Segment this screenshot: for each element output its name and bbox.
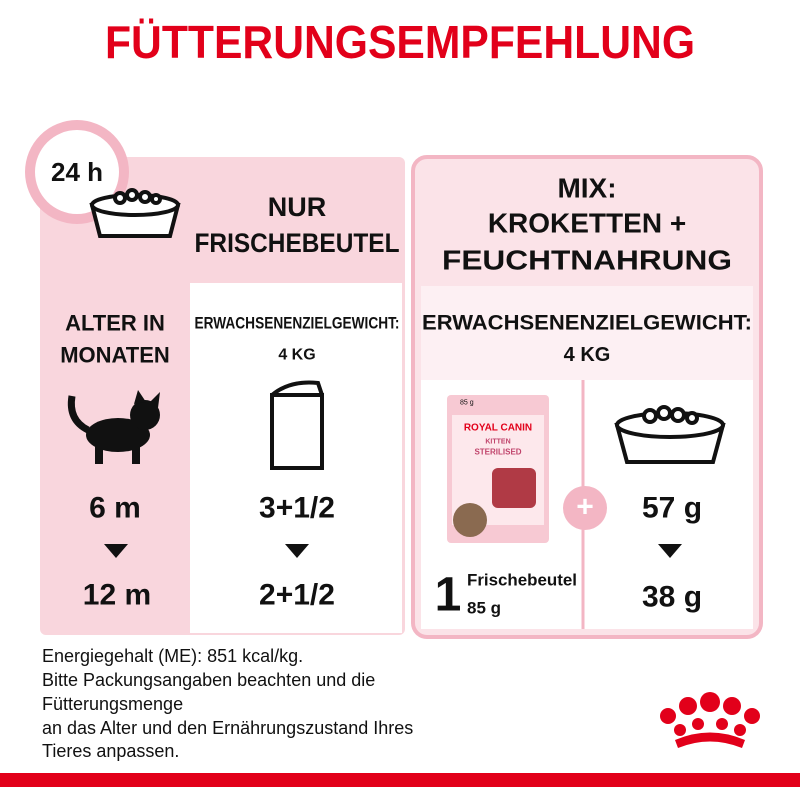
bottom-bar (0, 773, 800, 787)
brand: ROYAL CANIN (464, 423, 532, 434)
clock-label: 24 h (51, 157, 103, 187)
footer-line: Energiegehalt (ME): 851 kcal/kg. (42, 646, 303, 666)
title: FÜTTERUNGSEMPFEHLUNG (105, 16, 695, 68)
weight-label: ERWACHSENENZIELGEWICHT: (422, 312, 752, 335)
pouch-count: 1 (435, 569, 462, 622)
pouch-amount: 2+1/2 (259, 579, 335, 612)
footer-line: Fütterungsmenge (42, 694, 183, 714)
right-heading: MIX: (557, 173, 616, 204)
footer-line: Tieres anpassen. (42, 741, 179, 761)
weight-label: ERWACHSENENZIELGEWICHT: (195, 314, 400, 333)
logo (660, 692, 760, 748)
pouch-weight: 85 g (467, 599, 501, 618)
plus: + (576, 491, 594, 524)
bowl-icon (89, 188, 181, 238)
pouch-amount: 3+1/2 (259, 492, 335, 525)
line: STERILISED (474, 448, 521, 457)
bowl-icon (614, 405, 726, 464)
age: 6 m (89, 492, 141, 525)
left-heading: NUR (268, 192, 327, 222)
cat-icon (67, 390, 160, 464)
pouch-name: Frischebeutel (467, 571, 577, 590)
right-heading: KROKETTEN + (488, 208, 686, 239)
age-label: MONATEN (60, 343, 170, 368)
right-heading: FEUCHTNAHRUNG (442, 245, 732, 276)
footer-line: Bitte Packungsangaben beachten und die (42, 670, 375, 690)
weight: 4 KG (564, 344, 611, 366)
left-inner (190, 283, 402, 633)
footer-line: an das Alter und den Ernährungszustand I… (42, 718, 413, 738)
age: 12 m (83, 579, 151, 612)
pouch-image: 85 g ROYAL CANIN KITTEN STERILISED (447, 395, 549, 543)
pouch-weight: 85 g (460, 400, 474, 407)
weight: 4 KG (278, 347, 315, 364)
kibble-amount: 38 g (642, 581, 702, 614)
left-heading: FRISCHEBEUTEL (195, 228, 400, 258)
age-label: ALTER IN (65, 311, 165, 336)
plus-circle (563, 486, 607, 530)
kibble-amount: 57 g (642, 492, 702, 525)
clock-face (35, 130, 119, 214)
arrow (658, 544, 682, 558)
pouch-icon (270, 380, 324, 470)
arrow (104, 544, 309, 558)
variety: KITTEN (485, 439, 510, 446)
